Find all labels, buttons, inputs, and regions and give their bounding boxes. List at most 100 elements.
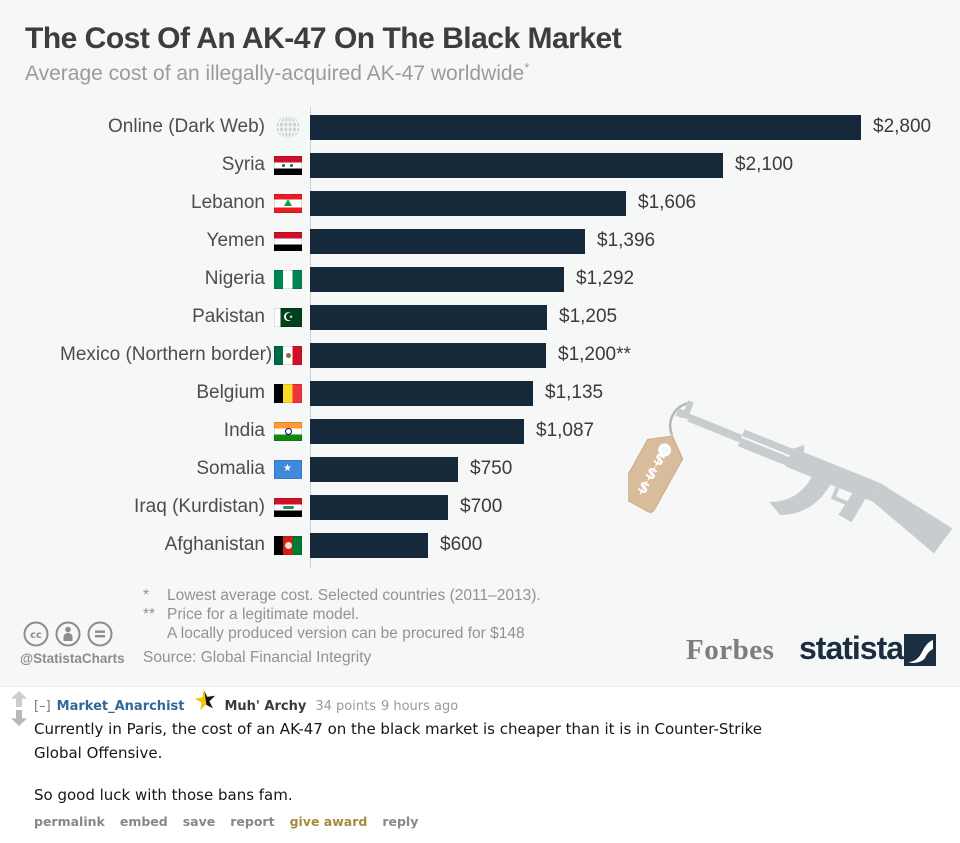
flag-nigeria-icon: [274, 269, 302, 289]
cc-equal-icon: [87, 621, 113, 647]
report-link[interactable]: report: [230, 814, 275, 829]
flag-iraq-icon: [274, 497, 302, 517]
reply-link[interactable]: reply: [382, 814, 419, 829]
subtitle-footnote-mark: *: [524, 60, 530, 75]
statista-handle: @StatistaCharts: [20, 651, 125, 666]
footnote-text-1: Lowest average cost. Selected countries …: [167, 587, 541, 604]
category-label: Nigeria: [204, 268, 265, 289]
value-label: $1,606: [638, 192, 697, 213]
chart-row: Iraq (Kurdistan) $700: [0, 488, 960, 526]
flag-syria-icon: [274, 155, 302, 175]
flag-mexico-icon: [273, 345, 303, 365]
chart-row: Online (Dark Web) $2,800: [0, 108, 960, 146]
footnote-text-2: Price for a legitimate model.: [167, 606, 360, 623]
bar: [310, 494, 448, 520]
embed-link[interactable]: embed: [119, 814, 168, 829]
ak47-illustration: $$$: [618, 393, 953, 581]
category-label: Pakistan: [192, 306, 265, 327]
flag-pakistan-icon: [273, 307, 303, 327]
comment-section: [–] Market_Anarchist ★ ★ Muh' Archy 34 po…: [0, 684, 960, 843]
chart-subtitle-text: Average cost of an illegally-acquired AK…: [25, 62, 525, 85]
bar: [310, 380, 533, 406]
price-tag-string: [669, 401, 691, 436]
footnote-mark-1: *: [143, 587, 150, 604]
flag-nigeria-icon: [273, 269, 303, 289]
bar: [310, 456, 458, 482]
value-label: $2,100: [735, 154, 794, 175]
value-label: $1,396: [597, 230, 656, 251]
bar: [310, 114, 861, 140]
flag-india-icon: [273, 421, 303, 441]
action-item: report: [230, 811, 274, 830]
chart-row: Afghanistan $600: [0, 526, 960, 564]
bar: [310, 190, 626, 216]
category-label: Online (Dark Web): [108, 116, 265, 137]
category-label: Syria: [221, 154, 265, 175]
comment-score: 34 points: [315, 698, 376, 714]
category-label: Yemen: [206, 230, 265, 251]
axis-baseline: [310, 107, 311, 568]
category-label: Lebanon: [191, 192, 265, 213]
value-label: $1,200**: [558, 344, 631, 365]
comment-timestamp: 9 hours ago: [380, 698, 459, 714]
bar: [310, 532, 428, 558]
permalink-link[interactable]: permalink: [34, 814, 105, 829]
bar: [310, 342, 546, 368]
upvote-arrow-icon[interactable]: [11, 691, 27, 707]
footnote-mark-2: **: [143, 606, 156, 623]
username-link[interactable]: Market_Anarchist: [56, 698, 185, 714]
save-link[interactable]: save: [182, 814, 216, 829]
footnote-text-3: A locally produced version can be procur…: [167, 625, 525, 642]
value-label: $700: [460, 496, 503, 517]
comment-header: [–] Market_Anarchist ★ ★ Muh' Archy 34 po…: [34, 684, 459, 719]
collapse-comment-button[interactable]: [–]: [34, 698, 51, 714]
bar: [310, 304, 547, 330]
value-label: $600: [440, 534, 483, 555]
action-item: give award: [290, 811, 368, 830]
category-label: India: [223, 420, 265, 441]
chart-subtitle: Average cost of an illegally-acquired AK…: [25, 60, 529, 86]
bar: [310, 418, 524, 444]
chart-row: Syria $2,100: [0, 146, 960, 184]
value-label: $1,135: [545, 382, 604, 403]
chart-row: Yemen $1,396: [0, 222, 960, 260]
flag-yemen-icon: [273, 231, 303, 251]
action-item: embed: [120, 811, 168, 830]
flag-somalia-icon: [273, 459, 303, 479]
chart-row: India $1,087: [0, 412, 960, 450]
chart-title: The Cost Of An AK-47 On The Black Market: [25, 22, 622, 55]
flag-belgium-icon: [274, 383, 302, 403]
statista-logo-icon: [904, 634, 936, 671]
flag-pakistan-icon: [274, 307, 302, 327]
chart-row: Mexico (Northern border) $1,200**: [0, 336, 960, 374]
value-label: $1,087: [536, 420, 595, 441]
chart-footnotes: * Lowest average cost. Selected countrie…: [143, 586, 541, 643]
cc-license-badges: cc: [23, 621, 113, 647]
category-label: Somalia: [196, 458, 265, 479]
svg-text:cc: cc: [30, 630, 42, 641]
downvote-arrow-icon[interactable]: [11, 710, 27, 726]
flag-india-icon: [274, 421, 302, 441]
value-label: $1,292: [576, 268, 635, 289]
chart-row: Nigeria $1,292: [0, 260, 960, 298]
ak47-icon: [675, 400, 953, 554]
category-label: Belgium: [196, 382, 265, 403]
infographic: The Cost Of An AK-47 On The Black Market…: [0, 0, 960, 686]
category-label: Iraq (Kurdistan): [134, 496, 265, 517]
category-label: Afghanistan: [164, 534, 265, 555]
cc-icon: cc: [23, 621, 49, 647]
flag-lebanon-icon: [273, 193, 303, 213]
flag-yemen-icon: [274, 231, 302, 251]
value-label: $1,205: [559, 306, 618, 327]
flag-syria-icon: [273, 155, 303, 175]
flag-mexico-icon: [274, 345, 302, 365]
comment-paragraph-2: So good luck with those bans fam.: [34, 786, 293, 804]
chart-row: Lebanon $1,606: [0, 184, 960, 222]
give-award-link[interactable]: give award: [289, 814, 368, 829]
flag-iraq-icon: [273, 497, 303, 517]
bar: [310, 266, 564, 292]
comment-paragraph-1: Currently in Paris, the cost of an AK-47…: [34, 720, 763, 762]
flag-somalia-icon: [274, 459, 302, 479]
flag-afghanistan-icon: [274, 535, 302, 555]
